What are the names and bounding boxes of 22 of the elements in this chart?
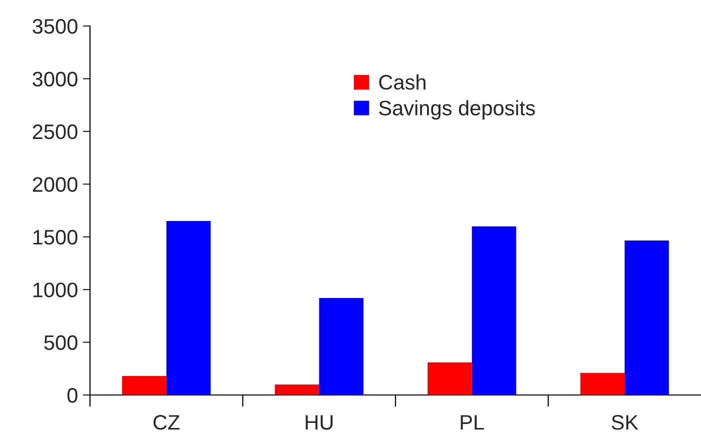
- x-tick-label: HU: [306, 415, 333, 430]
- bar: [428, 362, 472, 395]
- y-tick-label: 1000: [33, 282, 78, 298]
- bar: [624, 240, 669, 395]
- bar: [472, 226, 516, 395]
- legend-label: Savings deposits: [379, 100, 535, 120]
- y-tick-label: 3000: [32, 72, 78, 86]
- bar: [274, 384, 320, 395]
- y-tick-label: 2000: [32, 177, 78, 192]
- bar: [580, 372, 625, 395]
- y-tick-label: 1500: [33, 230, 78, 245]
- y-tick-label: 3500: [32, 19, 78, 34]
- bar: [319, 298, 364, 395]
- x-tick-label: PL: [460, 415, 484, 430]
- legend-label: Cash: [379, 74, 426, 90]
- y-tick-label: 2500: [32, 124, 78, 140]
- y-tick-label: 500: [44, 335, 78, 350]
- bar: [166, 221, 211, 395]
- y-tick-label: 0: [67, 388, 78, 403]
- bar: [122, 376, 166, 395]
- x-tick-label: SK: [612, 414, 638, 430]
- x-tick-label: CZ: [154, 414, 180, 430]
